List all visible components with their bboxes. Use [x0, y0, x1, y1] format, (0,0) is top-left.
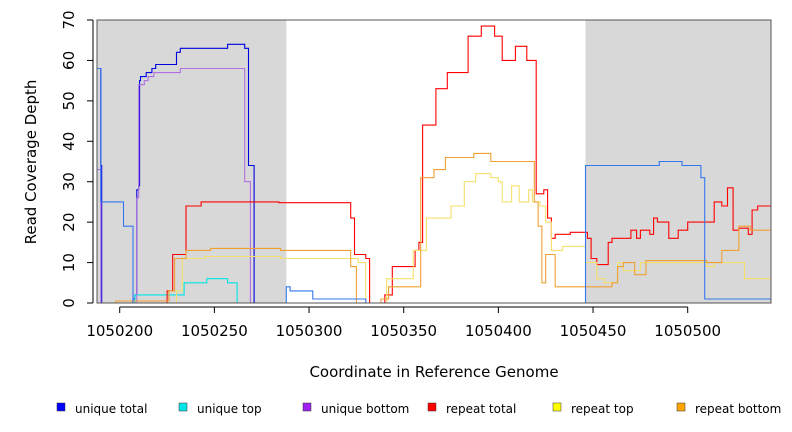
legend-swatch	[427, 402, 437, 412]
x-tick-label: 1050250	[181, 322, 248, 340]
y-tick-label: 50	[60, 91, 78, 110]
y-tick-label: 60	[60, 51, 78, 70]
series-line-unique-bottom	[97, 67, 309, 304]
x-tick-label: 1050200	[86, 322, 153, 340]
legend-swatch	[552, 402, 562, 412]
legend-swatch	[676, 402, 686, 412]
plot-frame	[96, 19, 772, 304]
shaded-region-1	[97, 20, 287, 303]
series-line-repeat-total	[97, 25, 771, 304]
y-axis-title: Read Coverage Depth	[22, 80, 40, 245]
x-tick-label: 1050400	[465, 322, 532, 340]
series-line-unique-top	[97, 278, 309, 304]
series-line-unlabeled-6	[97, 67, 771, 304]
x-tick-label: 1050300	[276, 322, 343, 340]
y-axis: 0 10 20 30 40 50 60 70	[60, 10, 94, 308]
legend-item-repeat-total: repeat total	[427, 402, 516, 416]
series-line-repeat-top	[97, 173, 771, 304]
legend-swatch	[56, 402, 66, 412]
series-line-repeat-bottom	[97, 152, 771, 304]
y-tick-label: 40	[60, 132, 78, 151]
legend-label: repeat total	[446, 402, 516, 416]
x-tick-label: 1050350	[370, 322, 437, 340]
legend-item-unique-top: unique top	[178, 402, 262, 416]
y-tick-label: 20	[60, 213, 78, 232]
legend-label: unique bottom	[321, 402, 409, 416]
legend: unique total unique top unique bottom repea…	[56, 402, 781, 416]
legend-item-repeat-bottom: repeat bottom	[676, 402, 781, 416]
x-axis: 1050200 1050250 1050300 1050350 1050400 10504…	[86, 306, 721, 340]
legend-label: unique top	[197, 402, 262, 416]
y-tick-label: 10	[60, 253, 78, 272]
y-tick-label: 30	[60, 172, 78, 191]
legend-item-unique-total: unique total	[56, 402, 147, 416]
legend-label: repeat top	[571, 402, 634, 416]
y-tick-label: 70	[60, 10, 78, 29]
legend-swatch	[178, 402, 188, 412]
x-tick-label: 1050450	[560, 322, 627, 340]
x-tick-label: 1050500	[654, 322, 721, 340]
legend-label: unique total	[75, 402, 147, 416]
legend-label: repeat bottom	[695, 402, 781, 416]
legend-item-repeat-top: repeat top	[552, 402, 634, 416]
legend-item-unique-bottom: unique bottom	[302, 402, 409, 416]
x-axis-title: Coordinate in Reference Genome	[309, 363, 558, 381]
legend-swatch	[302, 402, 312, 412]
series-lines	[97, 25, 771, 304]
y-tick-label: 0	[60, 298, 78, 308]
